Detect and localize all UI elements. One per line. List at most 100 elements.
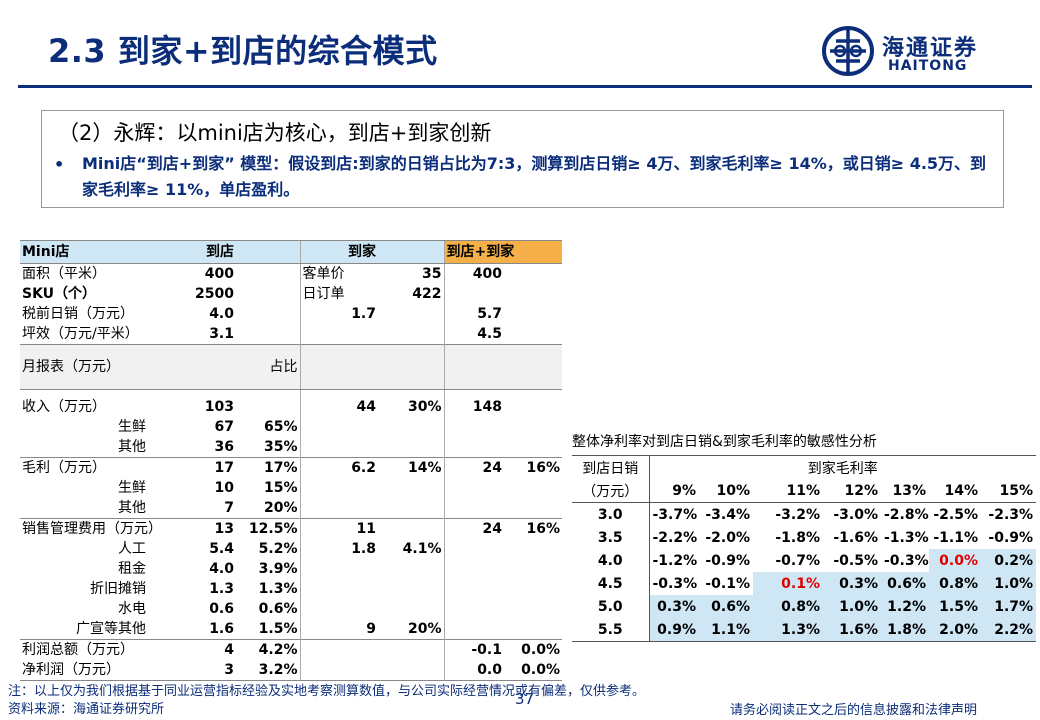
spacer-cell [443,389,504,397]
row-header-unit: （万元） [572,479,650,503]
report-cell: 44 [299,397,378,417]
sensitivity-row: 3.5 -2.2% -2.0% -1.8% -1.6% -1.3% -1.1% -0.9% [572,526,1036,549]
report-row: 净利润（万元） 3 3.2% 0.0 0.0% [20,660,562,681]
table-cell: 客单价 [299,263,378,284]
report-cell: 0.6 [209,601,234,617]
column-label: 10% [716,482,750,499]
table-cell: 400 [204,266,234,282]
report-row: 人工 5.4 5.2% 1.8 4.1% [20,539,562,559]
table-cell: 税前日销（万元） [22,306,134,322]
column-label: 11% [786,482,820,499]
sensitivity-cell: 2.2% [981,618,1037,642]
sensitivity-cell: 0.6% [699,595,753,618]
report-cell: 3.9% [258,561,298,577]
sensitivity-cell: 0.6% [881,572,929,595]
table-header-row: Mini店 到店 到家 到店+到家 [20,240,562,264]
table-cell: 日订单 [299,284,378,304]
sensitivity-cell: 1.5% [929,595,981,618]
report-cell: 65% [263,419,298,435]
spacer-cell [299,389,378,397]
table-cell: 4.0 [209,306,234,322]
sensitivity-cell: 1.7% [981,595,1037,618]
column-label: 9% [672,482,696,499]
header-cell: 到家 [299,240,378,264]
disclaimer-link[interactable]: 请务必阅读正文之后的信息披露和法律声明 [730,703,978,718]
report-cell [299,660,378,681]
summary-box: （2）永辉：以mini店为核心，到店+到家创新 • Mini店“到店+到家” 模… [41,110,1004,208]
report-cell: 6.2 [299,457,378,478]
report-cell: 销售管理费用（万元） [20,518,162,539]
report-row: 生鲜 67 65% [20,417,562,437]
report-cell [378,660,444,681]
sensitivity-cell: -0.3% [652,575,698,592]
table-cell [378,324,444,345]
report-cell [378,478,444,498]
report-cell: 17% [236,457,300,478]
table-cell [504,284,562,304]
sensitivity-cell: 2.0% [929,618,981,642]
sensitivity-title: 整体净利率对到店日销&到家毛利率的敏感性分析 [572,434,877,450]
spacer-cell [148,390,236,398]
report-cell [443,539,504,559]
sensitivity-table: 到店日销 到家毛利率 （万元） 9% 10% 11% 12% 13% 14% 15% 3.0 -3.7… [572,455,1037,642]
sensitivity-cell: -2.0% [705,529,750,546]
page-title: 2.3 到家+到店的综合模式 [48,32,438,70]
table-cell: 2500 [195,286,234,302]
report-cell [378,518,444,539]
sensitivity-cell: -3.2% [753,502,823,526]
report-cell [504,478,562,498]
sensitivity-cell: -0.1% [705,575,750,592]
sensitivity-cell: 0.1% [753,572,823,595]
report-header-row: 月报表（万元） 占比 [20,344,562,390]
sensitivity-cell: 0.8% [929,572,981,595]
sensitivity-cell: 1.2% [881,595,929,618]
bullet-marker: • [54,155,65,174]
report-header-cell [378,344,444,390]
table-row: 税前日销（万元） 4.0 1.7 5.7 [20,304,562,324]
spacer-cell [504,390,562,398]
sensitivity-cell: 0.0% [929,549,981,572]
table-row: SKU（个） 2500 日订单 422 [20,284,562,304]
report-cell: 利润总额（万元） [20,639,148,660]
report-header-cell: 月报表（万元） [20,344,148,390]
report-cell: 15% [263,480,298,496]
report-cell: 24 [443,518,504,539]
sensitivity-row: 4.0 -1.2% -0.9% -0.7% -0.5% -0.3% 0.0% 0.2% [572,549,1037,572]
report-cell: 9 [299,619,378,640]
report-cell [299,599,378,619]
logo-english-text: HAITONG [888,58,968,74]
report-cell [299,639,378,660]
table-cell: 面积（平米） [22,266,106,282]
report-row: 其他 36 35% [20,437,562,458]
report-cell [504,539,562,559]
mini-store-model-table: Mini店 到店 到家 到店+到家 面积（平米） 400 客单价 35 400 SKU（个） 250… [20,240,562,681]
report-cell [378,639,444,660]
report-cell [378,417,444,437]
report-cell: 16% [504,457,562,478]
haitong-logo: 海通证券 HAITONG [820,26,1020,76]
report-row: 利润总额（万元） 4 4.2% -0.1 0.0% [20,639,562,660]
report-cell: 3.2% [236,660,300,681]
header-cell: 到店 [148,240,236,264]
table-cell: 5.7 [443,304,504,324]
report-cell: 4.2% [236,639,300,660]
report-cell: 67 [214,419,234,435]
report-cell [443,579,504,599]
report-cell: 1.5% [258,621,298,637]
report-cell [443,599,504,619]
header-cell: Mini店 [20,240,148,264]
report-cell [378,498,444,519]
column-label: 14% [944,482,978,499]
sensitivity-cell: 0.3% [823,572,881,595]
sensitivity-cell: -0.3% [884,552,929,569]
report-cell: 36 [214,439,234,455]
row-label: 4.0 [572,549,650,572]
report-cell: 收入（万元） [22,399,106,415]
report-cell: 毛利（万元） [20,457,148,478]
report-cell: 净利润（万元） [20,660,148,681]
sensitivity-row: 3.0 -3.7% -3.4% -3.2% -3.0% -2.8% -2.5% -2.3% [572,502,1037,526]
sensitivity-cell: -0.9% [705,552,750,569]
sensitivity-cell: 1.3% [753,618,823,642]
column-label: 15% [999,482,1034,499]
sensitivity-cell: -1.2% [652,552,698,569]
